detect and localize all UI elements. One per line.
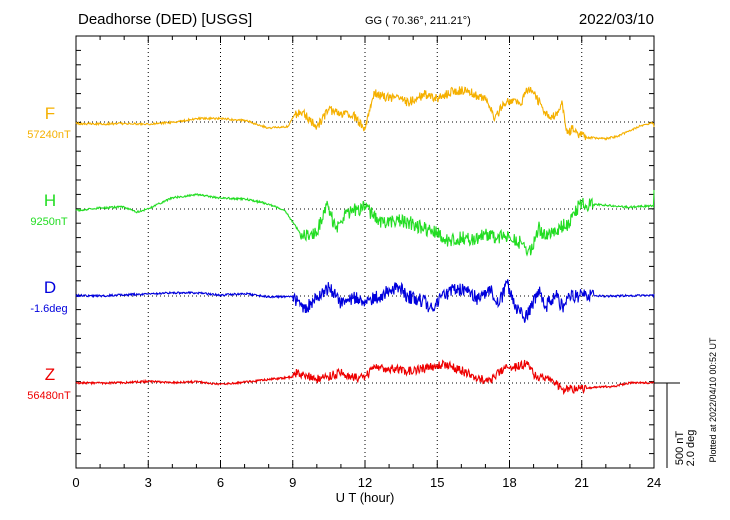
x-tick-label: 9 bbox=[289, 475, 296, 490]
series-name-Z: Z bbox=[45, 365, 55, 384]
series-baseline-D: -1.6deg bbox=[30, 303, 67, 315]
grid-lines bbox=[76, 36, 654, 468]
station-coords: GG ( 70.36°, 211.21°) bbox=[365, 15, 471, 27]
x-tick-label: 6 bbox=[217, 475, 224, 490]
series-name-D: D bbox=[44, 278, 56, 297]
x-tick-label: 3 bbox=[145, 475, 152, 490]
x-axis-label: U T (hour) bbox=[336, 490, 395, 505]
x-tick-label: 21 bbox=[575, 475, 589, 490]
series-line-H bbox=[75, 189, 655, 257]
series-baseline-Z: 56480nT bbox=[27, 390, 71, 402]
series-line-F bbox=[75, 86, 655, 141]
scale-deg-label: 2.0 deg bbox=[685, 430, 697, 467]
series-line-D bbox=[75, 279, 655, 323]
series-name-F: F bbox=[45, 104, 55, 123]
x-tick-label: 15 bbox=[430, 475, 444, 490]
series-baseline-H: 9250nT bbox=[30, 216, 68, 228]
plot-date: 2022/03/10 bbox=[579, 11, 654, 28]
station-title: Deadhorse (DED) [USGS] bbox=[78, 11, 252, 28]
x-tick-labels: 0 3 6 9 12 15 18 21 24 bbox=[72, 475, 661, 490]
plotted-timestamp: Plotted at 2022/04/10 00:52 UT bbox=[708, 337, 718, 463]
x-tick-label: 18 bbox=[502, 475, 516, 490]
series-line-Z bbox=[75, 359, 655, 396]
series-lines bbox=[75, 86, 655, 396]
x-tick-label: 0 bbox=[72, 475, 79, 490]
series-baseline-F: 57240nT bbox=[27, 129, 71, 141]
series-labels: F 57240nT H 9250nT D -1.6deg Z 56480nT bbox=[27, 104, 71, 402]
x-tick-label: 24 bbox=[647, 475, 661, 490]
series-name-H: H bbox=[44, 191, 56, 210]
scale-nt-label: 500 nT bbox=[674, 431, 686, 466]
x-tick-label: 12 bbox=[358, 475, 372, 490]
